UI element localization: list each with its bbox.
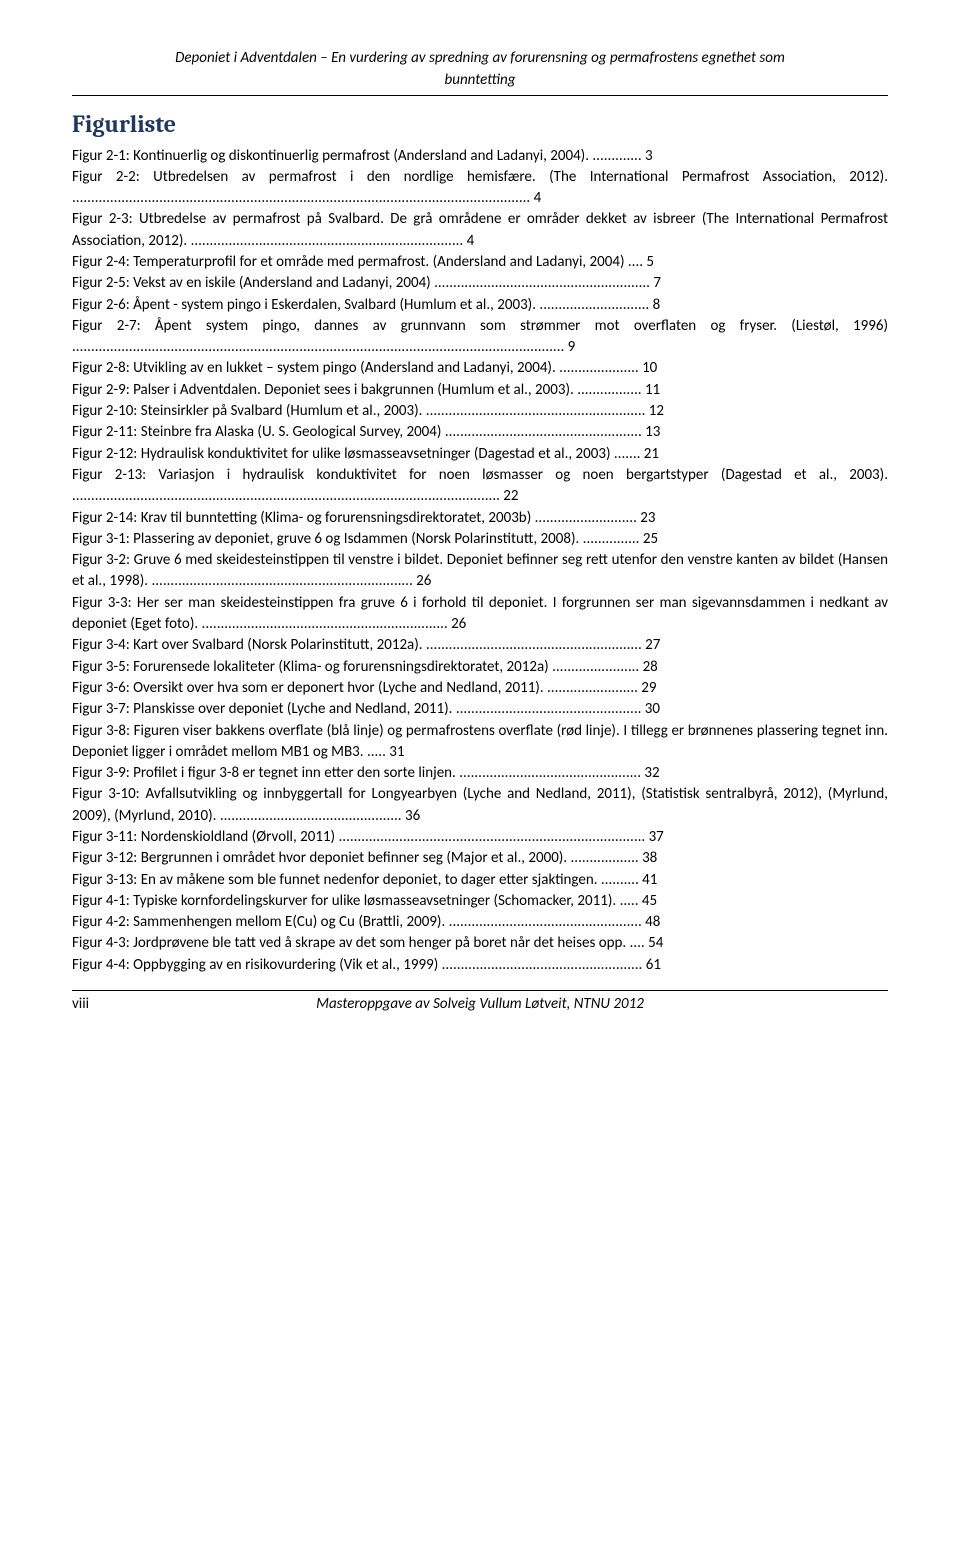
figure-list-entry: Figur 2-2: Utbredelsen av permafrost i d… [72,167,888,210]
figure-list-entry: Figur 2-5: Vekst av en iskile (Anderslan… [72,273,888,294]
figure-list-entry: Figur 2-12: Hydraulisk konduktivitet for… [72,444,888,465]
figure-list-entry: Figur 3-11: Nordenskioldland (Ørvoll, 20… [72,827,888,848]
page-number: viii [72,995,112,1013]
figure-list-entry: Figur 2-7: Åpent system pingo, dannes av… [72,316,888,359]
figure-list-entry: Figur 2-9: Palser i Adventdalen. Deponie… [72,380,888,401]
figure-list-entry: Figur 2-1: Kontinuerlig og diskontinuerl… [72,146,888,167]
figure-list-entry: Figur 4-2: Sammenhengen mellom E(Cu) og … [72,912,888,933]
header-title-line2: bunntetting [72,70,888,90]
page-footer: viii Masteroppgave av Solveig Vullum Løt… [72,995,888,1013]
figure-list-entry: Figur 3-5: Forurensede lokaliteter (Klim… [72,657,888,678]
footer-title: Masteroppgave av Solveig Vullum Løtveit,… [112,995,848,1013]
figure-list-entry: Figur 2-11: Steinbre fra Alaska (U. S. G… [72,422,888,443]
figure-list-entry: Figur 3-3: Her ser man skeidesteinstippe… [72,593,888,636]
section-heading: Figurliste [72,110,888,138]
figure-list-entry: Figur 2-8: Utvikling av en lukket – syst… [72,358,888,379]
page-header: Deponiet i Adventdalen – En vurdering av… [72,48,888,96]
figure-list-entry: Figur 3-2: Gruve 6 med skeidesteinstippe… [72,550,888,593]
footer-divider [72,990,888,991]
figure-list-entry: Figur 2-14: Krav til bunntetting (Klima-… [72,508,888,529]
figure-list-entry: Figur 3-10: Avfallsutvikling og innbygge… [72,784,888,827]
figure-list-entry: Figur 4-1: Typiske kornfordelingskurver … [72,891,888,912]
figure-list: Figur 2-1: Kontinuerlig og diskontinuerl… [72,146,888,977]
figure-list-entry: Figur 2-13: Variasjon i hydraulisk kondu… [72,465,888,508]
figure-list-entry: Figur 3-13: En av måkene som ble funnet … [72,870,888,891]
figure-list-entry: Figur 2-3: Utbredelse av permafrost på S… [72,209,888,252]
header-title-line1: Deponiet i Adventdalen – En vurdering av… [72,48,888,68]
figure-list-entry: Figur 3-1: Plassering av deponiet, gruve… [72,529,888,550]
figure-list-entry: Figur 3-9: Profilet i figur 3-8 er tegne… [72,763,888,784]
figure-list-entry: Figur 3-6: Oversikt over hva som er depo… [72,678,888,699]
figure-list-entry: Figur 3-7: Planskisse over deponiet (Lyc… [72,699,888,720]
figure-list-entry: Figur 2-10: Steinsirkler på Svalbard (Hu… [72,401,888,422]
figure-list-entry: Figur 4-4: Oppbygging av en risikovurder… [72,955,888,976]
figure-list-entry: Figur 4-3: Jordprøvene ble tatt ved å sk… [72,933,888,954]
figure-list-entry: Figur 3-4: Kart over Svalbard (Norsk Pol… [72,635,888,656]
figure-list-entry: Figur 2-4: Temperaturprofil for et områd… [72,252,888,273]
header-divider [72,95,888,96]
figure-list-entry: Figur 3-12: Bergrunnen i området hvor de… [72,848,888,869]
figure-list-entry: Figur 2-6: Åpent - system pingo i Eskerd… [72,295,888,316]
figure-list-entry: Figur 3-8: Figuren viser bakkens overfla… [72,721,888,764]
